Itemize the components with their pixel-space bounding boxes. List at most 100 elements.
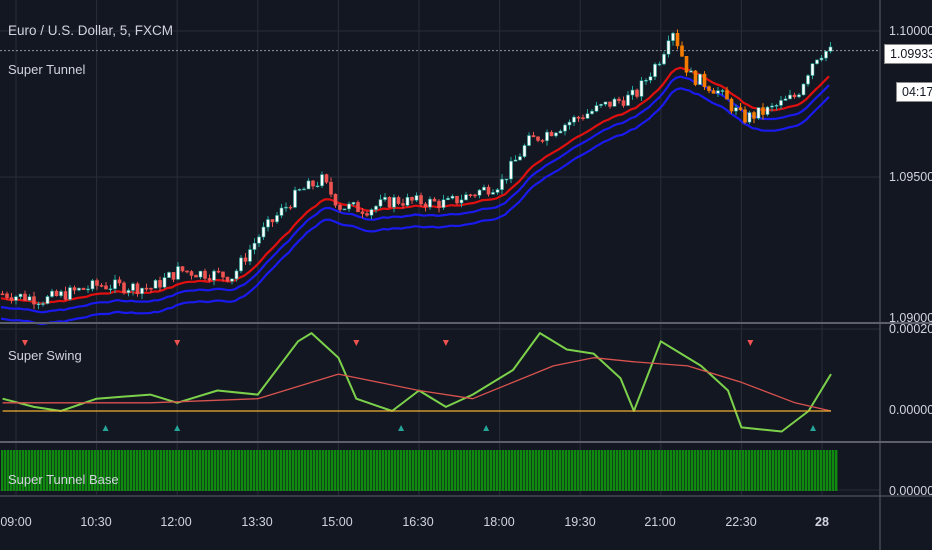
bear-candle: [621, 96, 626, 108]
base-bar: [790, 450, 793, 491]
bull-candle: [86, 285, 90, 294]
super-tunnel-base-label[interactable]: Super Tunnel Base: [8, 472, 119, 487]
bear-candle: [396, 195, 401, 206]
base-bar: [424, 450, 427, 491]
time-tick: 15:00: [321, 515, 353, 529]
base-bar: [115, 450, 118, 491]
bull-candle: [513, 155, 518, 162]
base-bar: [46, 450, 49, 491]
bull-candle: [806, 74, 810, 87]
bull-candle: [477, 189, 482, 199]
bear-candle: [63, 286, 68, 301]
base-bar: [421, 450, 424, 491]
bull-candle: [176, 262, 180, 281]
base-bar: [805, 450, 808, 491]
super-swing-label[interactable]: Super Swing: [8, 348, 82, 363]
bear-candle: [81, 287, 86, 290]
bull-candle: [662, 51, 666, 66]
base-bar: [346, 450, 349, 491]
bull-candle: [77, 287, 81, 292]
base-bar: [73, 450, 76, 491]
base-bar: [796, 450, 799, 491]
base-bar: [394, 450, 397, 491]
tunnel-upper-red: [0, 66, 830, 305]
base-bar: [145, 450, 148, 491]
tunnel-mid-blue: [0, 75, 830, 314]
base-bar: [814, 450, 817, 491]
candlestick-series: [0, 29, 833, 310]
base-bar: [592, 450, 595, 491]
base-bar: [721, 450, 724, 491]
bear-candle: [288, 205, 293, 210]
bull-candle: [509, 156, 513, 183]
bear-candle: [432, 197, 437, 202]
base-bar: [169, 450, 172, 491]
base-bar: [685, 450, 688, 491]
price-tick: 1.10000: [889, 24, 932, 38]
base-bar: [427, 450, 430, 491]
time-tick: 10:30: [80, 515, 112, 529]
base-bar: [565, 450, 568, 491]
base-bar: [103, 450, 106, 491]
base-bar: [280, 450, 283, 491]
base-bar: [322, 450, 325, 491]
base-bar: [574, 450, 577, 491]
bear-candle: [617, 96, 621, 104]
bull-candle: [747, 110, 752, 125]
bull-candle: [783, 95, 788, 101]
bull-candle: [347, 201, 351, 212]
base-bar: [472, 450, 475, 491]
bull-candle: [27, 294, 32, 302]
base-bar: [523, 450, 526, 491]
bear-candle: [540, 139, 545, 144]
bull-candle: [720, 88, 725, 96]
bear-candle: [410, 196, 414, 204]
base-bar: [502, 450, 505, 491]
bull-candle: [230, 278, 234, 285]
bull-candle: [261, 222, 266, 240]
bear-candle: [117, 276, 122, 286]
bear-candle: [486, 184, 491, 197]
base-bar: [559, 450, 562, 491]
bull-candle: [50, 288, 54, 298]
bear-candle: [743, 106, 747, 124]
bear-candle: [437, 199, 441, 213]
base-bar: [604, 450, 607, 491]
base-bar: [184, 450, 187, 491]
bull-candle: [315, 181, 320, 188]
bull-candle: [698, 73, 702, 85]
base-bar: [382, 450, 385, 491]
bull-candle: [239, 255, 243, 274]
base-bar: [544, 450, 547, 491]
base-bar: [91, 450, 94, 491]
bull-candle: [279, 203, 284, 219]
base-bar: [403, 450, 406, 491]
base-bar: [358, 450, 361, 491]
base-bar: [481, 450, 484, 491]
base-bar: [34, 450, 37, 491]
base-bar: [373, 450, 376, 491]
bear-candle: [423, 201, 428, 212]
base-bar: [730, 450, 733, 491]
bull-candle: [630, 85, 635, 100]
base-bar: [313, 450, 316, 491]
base-bar: [658, 450, 661, 491]
base-bar: [223, 450, 226, 491]
base-bar: [235, 450, 238, 491]
bull-candle: [770, 103, 774, 112]
bull-candle: [504, 178, 509, 184]
base-bar: [331, 450, 334, 491]
bull-candle: [248, 244, 252, 265]
base-bar: [727, 450, 730, 491]
base-bar: [337, 450, 340, 491]
super-tunnel-label[interactable]: Super Tunnel: [8, 62, 86, 77]
base-bar: [541, 450, 544, 491]
base-bar: [124, 450, 127, 491]
bull-candle: [567, 119, 572, 130]
bull-candle: [90, 278, 95, 292]
base-bar: [172, 450, 175, 491]
bear-candle: [324, 173, 329, 185]
base-bar: [736, 450, 739, 491]
base-bar: [202, 450, 205, 491]
base-bar: [823, 450, 826, 491]
